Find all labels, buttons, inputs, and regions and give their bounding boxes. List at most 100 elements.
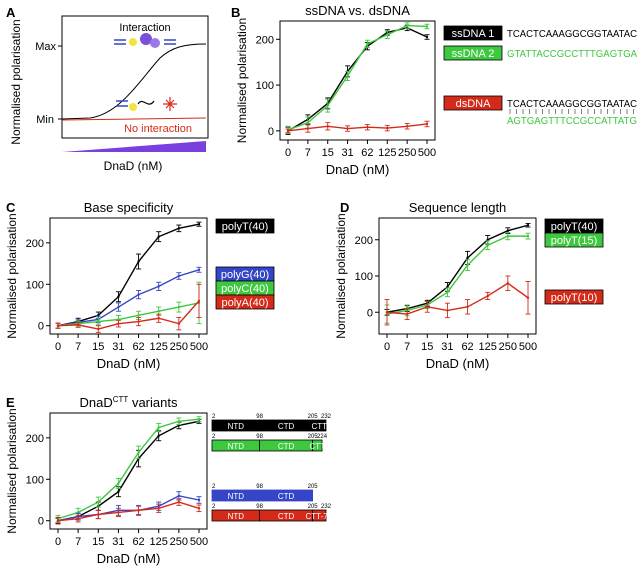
panel-a-xlabel: DnaD (nM) — [104, 159, 163, 173]
panel-e-series-dnad-2-232-ctt-7a-point — [177, 500, 181, 504]
panel-b-series-dsdna-point — [326, 125, 329, 128]
panel-e-series-dnad-2-224-point — [197, 418, 201, 421]
panel-c-series-polya-40--point — [76, 323, 80, 327]
panel-e-construct-4-domain-label: NTD — [228, 512, 245, 521]
panel-e-series-dnad-2-224-point — [157, 426, 160, 429]
unbound-components-icon — [116, 97, 177, 111]
panel-c-xlabel: DnaD (nM) — [97, 356, 161, 371]
panel-c-series-polyc-40--point — [97, 320, 100, 323]
panel-c-title: Base specificity — [84, 200, 174, 215]
panel-d-series-polyt-10--line — [386, 282, 529, 315]
panel-b-legend: ssDNA 1 TCACTCAAAGGCGGTAATAC ssDNA 2 GTATTA… — [443, 25, 637, 127]
panel-d-series-polyt-10--point — [506, 282, 510, 285]
panel-c-series-polyg-40--point — [117, 305, 120, 309]
panel-b-xtick-label: 250 — [398, 147, 416, 159]
panel-b-legend-dsdna-box — [443, 95, 503, 111]
panel-b-legend-dsdna-sequence2: AGTGAGTTTCCGCCATTATG — [507, 116, 637, 127]
panel-d-series-polyt-15--point — [466, 263, 469, 267]
panel-c-xtick-label: 500 — [190, 341, 208, 353]
panel-d-series-polyt-10--point — [446, 309, 449, 312]
panel-b-series-dsdna-point — [386, 126, 389, 130]
panel-d-xtick-label: 500 — [519, 341, 537, 353]
panel-d-legend-polyt-40--label: polyT(40) — [551, 221, 597, 233]
panel-e-construct-1-residue-label: 98 — [256, 414, 263, 420]
panel-c-xtick-label: 62 — [132, 341, 144, 353]
panel-c-ytick-label: 200 — [26, 238, 44, 250]
panel-d-title: Sequence length — [409, 200, 507, 215]
panel-e-construct-1-residue-label: 2 — [212, 414, 216, 420]
panel-c-series-polya-40--point — [97, 327, 100, 331]
panel-c-xtick-label: 250 — [170, 341, 188, 353]
panel-d-series-polyt-10--point — [405, 312, 409, 316]
panel-c-xtick-label: 0 — [55, 341, 61, 353]
panel-c-xtick-label: 15 — [92, 341, 104, 353]
panel-c-series-polyt-40--line — [57, 223, 200, 327]
panel-e-series-dnad-2-232-ctt-7a-point — [97, 513, 100, 516]
panel-e-xtick-label: 62 — [132, 536, 144, 548]
panel-a-no-interaction-label: No interaction — [124, 123, 192, 135]
panel-d-series-polyt-40--point — [446, 285, 449, 289]
panel-c-legend: polyT(40) polyG(40) polyC(40) polyA(40) — [215, 218, 275, 310]
panel-e-title: DnaDCTT variants — [80, 395, 178, 410]
panel-e-construct-1-residue-label: 205 — [308, 414, 319, 420]
panel-d-xtick-label: 7 — [404, 341, 410, 353]
panel-e-series-dnad-2-205-point — [197, 498, 201, 502]
panel-e-construct-2-domain-box — [312, 439, 323, 452]
panel-b-xtick-label: 125 — [378, 147, 396, 159]
panel-e-xtick-label: 15 — [92, 536, 104, 548]
panel-e-xtick-label: 125 — [150, 536, 168, 548]
panel-d-frame — [378, 217, 537, 335]
panel-b-legend-ssdna-1-label: ssDNA 1 — [452, 28, 495, 40]
panel-b-chart: ssDNA vs. dsDNA 0 100 200 0 7 15 31 62 125 250 500 D… — [235, 3, 436, 177]
panel-c-series-polyg-40--line — [57, 269, 200, 327]
panel-e-xtick-label: 250 — [170, 536, 188, 548]
panel-b-legend-ssdna-1-box — [443, 25, 503, 41]
panel-letter-b: B — [231, 5, 240, 20]
panel-c-series-polya-40--point — [137, 320, 140, 323]
panel-e-construct-3-residue-label: 98 — [256, 484, 263, 490]
panel-c-ytick-label: 100 — [26, 279, 44, 291]
panel-b-ylabel: Normalised polarisation — [235, 18, 249, 143]
panel-d-legend-polyt-10--label: polyT(10) — [551, 292, 597, 304]
panel-c-legend-polya-40--box — [215, 294, 275, 310]
panel-c-series-polyg-40--point — [157, 285, 160, 288]
panel-d-ytick-label: 0 — [367, 307, 373, 319]
panel-e-series-dnad-2-224-point — [117, 482, 120, 485]
panel-e-construct-1-residue-label: 232 — [321, 414, 332, 420]
panel-a-ytick-max: Max — [35, 41, 56, 53]
panel-d-series-polyt-40--line — [386, 224, 529, 313]
panel-d-legend-polyt-15--box — [544, 232, 604, 248]
panel-e-construct-3-domain-box — [259, 489, 314, 502]
panel-c-xtick-label: 125 — [150, 341, 168, 353]
panel-e-construct-2-residue-label: 2 — [212, 434, 216, 440]
panel-e-ytick-label: 100 — [26, 474, 44, 486]
bound-complex-icon — [114, 33, 176, 48]
panel-c-legend-polyt-40--label: polyT(40) — [222, 221, 268, 233]
panel-e-series-dnad-2-224-point — [137, 451, 140, 454]
panel-b-legend-ssdna-2-sequence: GTATTACCGCCTTTGAGTGA — [507, 49, 637, 60]
panel-b-ytick-label: 0 — [268, 126, 274, 138]
panel-c-series-polyg-40--point — [137, 293, 140, 296]
panel-c-series-polya-40--point — [157, 317, 160, 320]
panel-d-xtick-label: 15 — [421, 341, 433, 353]
panel-c-series-polyc-40--line — [57, 302, 200, 327]
panel-a-frame — [61, 15, 209, 139]
panel-e-series-dnad-2-232-line — [57, 420, 200, 522]
panel-b-series-ssdna-2-point — [425, 25, 429, 28]
panel-c-series-polyt-40--point — [197, 223, 201, 226]
panel-b-xtick-label: 62 — [361, 147, 373, 159]
panel-e-series-dnad-2-232-ctt-7a-point — [56, 519, 60, 522]
panel-d-chart: Sequence length 0 100 200 0 7 15 31 62 125 250 500 D… — [334, 200, 537, 371]
panel-e-construct-4-domain-label: CTD — [278, 512, 295, 521]
panel-d-series-polyt-40--point — [466, 256, 469, 260]
panel-e-series-dnad-2-232-ctt-7a-point — [76, 517, 80, 520]
panel-e-series-dnad-2-232-point — [157, 434, 160, 437]
panel-e-construct-4-residue-label: 232 — [321, 504, 332, 510]
panel-c-legend-polya-40--label: polyA(40) — [221, 297, 268, 309]
panel-e-construct-2-residue-label: 224 — [317, 434, 328, 440]
panel-e-series-dnad-2-224-point — [97, 500, 100, 504]
panel-e-series-dnad-2-224-point — [177, 420, 181, 423]
panel-e-ytick-label: 0 — [38, 516, 44, 528]
panel-e-construct-2-residue-label: 98 — [256, 434, 263, 440]
